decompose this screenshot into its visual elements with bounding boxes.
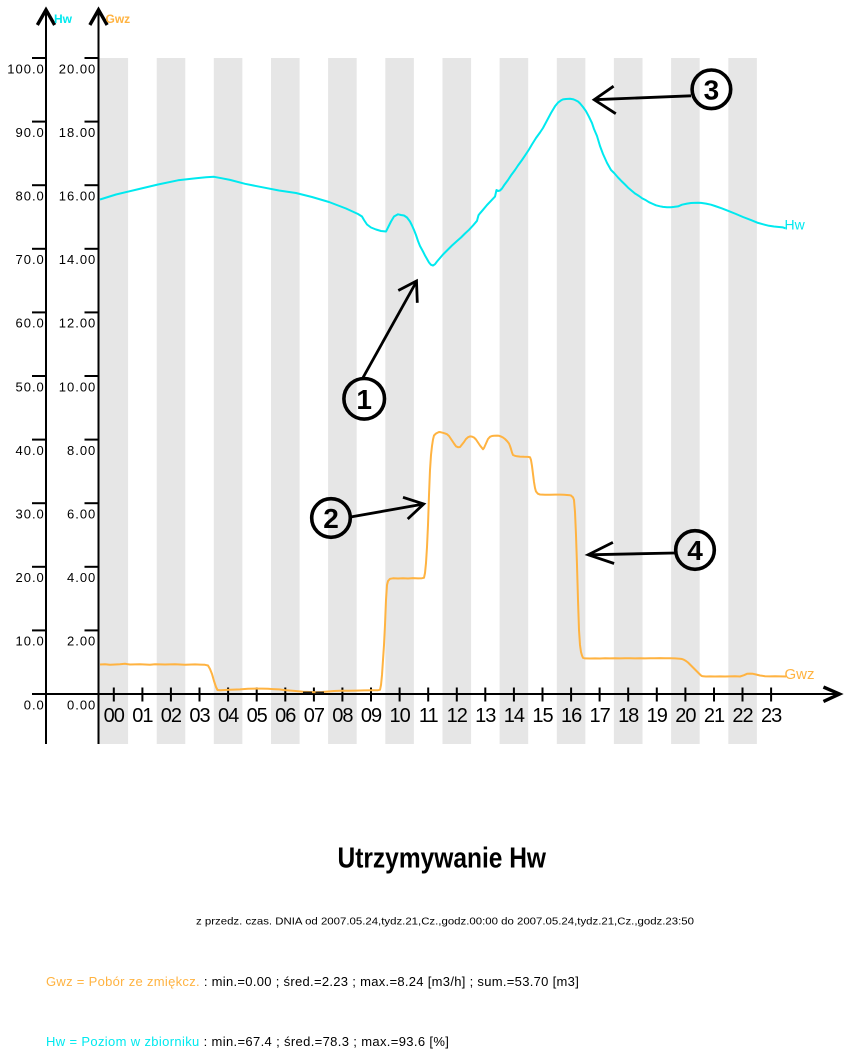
- svg-text:Hw: Hw: [785, 217, 806, 233]
- svg-text:18.00: 18.00: [59, 125, 97, 140]
- svg-text:8.00: 8.00: [67, 443, 96, 458]
- svg-text:Gwz = Pobór ze zmiękcz. : min.: Gwz = Pobór ze zmiękcz. : min.=0.00 ; śr…: [46, 974, 579, 989]
- svg-text:10.0: 10.0: [15, 634, 44, 649]
- svg-text:10.00: 10.00: [59, 379, 97, 394]
- svg-text:05: 05: [247, 705, 268, 727]
- svg-text:20.00: 20.00: [59, 61, 97, 76]
- svg-text:07: 07: [304, 705, 325, 727]
- svg-text:22: 22: [732, 705, 753, 727]
- svg-text:02: 02: [161, 705, 182, 727]
- svg-text:14.00: 14.00: [59, 252, 97, 267]
- svg-text:0.0: 0.0: [24, 697, 45, 712]
- svg-text:17: 17: [589, 705, 610, 727]
- svg-text:11: 11: [419, 705, 439, 727]
- svg-text:Hw = Poziom w zbiorniku : min.: Hw = Poziom w zbiorniku : min.=67.4 ; śr…: [46, 1034, 449, 1049]
- svg-text:Hw: Hw: [54, 12, 73, 26]
- svg-text:00: 00: [104, 705, 125, 727]
- svg-text:04: 04: [218, 705, 239, 727]
- svg-text:08: 08: [332, 705, 353, 727]
- svg-text:16.00: 16.00: [59, 189, 97, 204]
- svg-text:0.00: 0.00: [67, 697, 96, 712]
- svg-text:13: 13: [475, 705, 496, 727]
- svg-text:01: 01: [132, 705, 153, 727]
- svg-text:19: 19: [647, 705, 668, 727]
- svg-text:90.0: 90.0: [15, 125, 44, 140]
- svg-text:4: 4: [687, 535, 703, 566]
- svg-text:2.00: 2.00: [67, 634, 96, 649]
- svg-text:100.0: 100.0: [7, 61, 45, 76]
- svg-text:12.00: 12.00: [59, 316, 97, 331]
- svg-text:09: 09: [361, 705, 382, 727]
- svg-text:14: 14: [504, 705, 525, 727]
- svg-text:Utrzymywanie Hw: Utrzymywanie Hw: [338, 843, 547, 875]
- svg-text:Gwz: Gwz: [106, 12, 131, 26]
- svg-text:50.0: 50.0: [15, 379, 44, 394]
- svg-text:40.0: 40.0: [15, 443, 44, 458]
- svg-text:21: 21: [704, 705, 725, 727]
- svg-text:12: 12: [447, 705, 468, 727]
- svg-text:20.0: 20.0: [15, 570, 44, 585]
- svg-text:10: 10: [389, 705, 410, 727]
- svg-text:4.00: 4.00: [67, 570, 96, 585]
- svg-text:18: 18: [618, 705, 639, 727]
- svg-text:3: 3: [704, 75, 720, 106]
- svg-text:23: 23: [761, 705, 782, 727]
- svg-text:15: 15: [532, 705, 553, 727]
- svg-text:70.0: 70.0: [15, 252, 44, 267]
- svg-text:60.0: 60.0: [15, 316, 44, 331]
- svg-text:2: 2: [323, 503, 339, 534]
- svg-text:30.0: 30.0: [15, 507, 44, 522]
- svg-text:6.00: 6.00: [67, 507, 96, 522]
- svg-text:Gwz: Gwz: [785, 666, 815, 683]
- svg-text:80.0: 80.0: [15, 189, 44, 204]
- svg-text:03: 03: [189, 705, 210, 727]
- svg-text:z przedz. czas. DNIA od 2007.0: z przedz. czas. DNIA od 2007.05.24,tydz.…: [196, 916, 694, 928]
- svg-text:1: 1: [356, 384, 372, 415]
- svg-text:20: 20: [675, 705, 696, 727]
- svg-text:06: 06: [275, 705, 296, 727]
- svg-text:16: 16: [561, 705, 582, 727]
